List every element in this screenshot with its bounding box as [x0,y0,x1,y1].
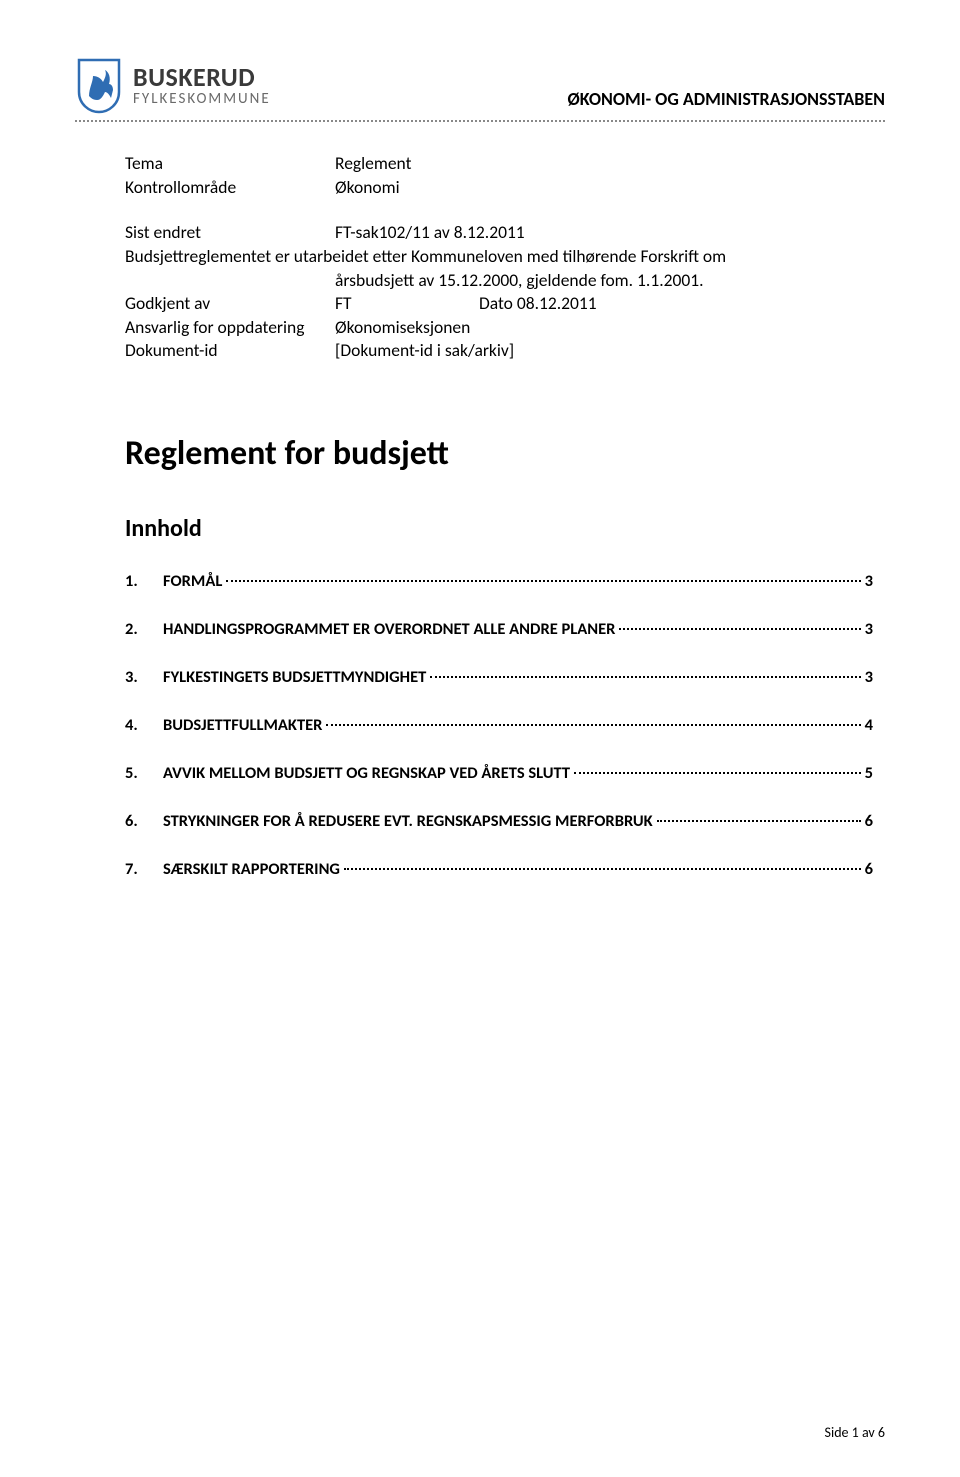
toc-page: 3 [865,571,873,591]
meta-note-line2: årsbudsjett av 15.12.2000, gjeldende fom… [335,269,855,293]
toc-leader [344,868,861,870]
toc-entry: 5. AVVIK MELLOM BUDSJETT OG REGNSKAP VED… [125,763,873,783]
meta-value-group: FT Dato 08.12.2011 [335,292,885,316]
header: BUSKERUD FYLKESKOMMUNE ØKONOMI- OG ADMIN… [75,58,885,114]
meta-value: Økonomi [335,176,400,200]
toc-entry: 3. FYLKESTINGETS BUDSJETTMYNDIGHET 3 [125,667,873,687]
meta-row-godkjent: Godkjent av FT Dato 08.12.2011 [125,292,885,316]
toc-num: 2. [125,619,163,639]
meta-value: FT-sak102/11 av 8.12.2011 [335,221,525,245]
toc-label: SÆRSKILT RAPPORTERING [163,859,340,879]
toc-entry: 6. STRYKNINGER FOR Å REDUSERE EVT. REGNS… [125,811,873,831]
toc-page: 5 [865,763,873,783]
page-footer: Side 1 av 6 [825,1424,885,1441]
toc-leader [574,772,861,774]
toc-label: STRYKNINGER FOR Å REDUSERE EVT. REGNSKAP… [163,811,653,831]
meta-label: Dokument-id [125,339,335,363]
toc-leader [619,628,860,630]
toc-entry: 4. BUDSJETTFULLMAKTER 4 [125,715,873,735]
meta-row-sistendret: Sist endret FT-sak102/11 av 8.12.2011 [125,221,885,245]
meta-row-ansvarlig: Ansvarlig for oppdatering Økonomiseksjon… [125,316,885,340]
meta-label: Sist endret [125,221,335,245]
logo-name: BUSKERUD [133,64,271,91]
toc-page: 4 [865,715,873,735]
meta-label: Ansvarlig for oppdatering [125,316,335,340]
meta-dato-label: Dato [479,292,513,314]
toc-page: 6 [865,859,873,879]
toc-num: 5. [125,763,163,783]
meta-block: Tema Reglement Kontrollområde Økonomi Si… [125,152,885,363]
meta-note-line1: Budsjettreglementet er utarbeidet etter … [125,245,885,269]
toc-label: BUDSJETTFULLMAKTER [163,715,322,735]
meta-value: FT [335,292,475,316]
toc-label: FORMÅL [163,571,222,591]
page-title: Reglement for budsjett [125,433,885,474]
toc-label: AVVIK MELLOM BUDSJETT OG REGNSKAP VED ÅR… [163,763,570,783]
toc-num: 1. [125,571,163,591]
toc-num: 3. [125,667,163,687]
toc-leader [326,724,860,726]
header-divider [75,120,885,122]
meta-value: Reglement [335,152,411,176]
toc-label: HANDLINGSPROGRAMMET ER OVERORDNET ALLE A… [163,619,615,639]
toc-entry: 1. FORMÅL 3 [125,571,873,591]
toc-page: 3 [865,667,873,687]
meta-label: Godkjent av [125,292,335,316]
toc-page: 6 [865,811,873,831]
toc-label: FYLKESTINGETS BUDSJETTMYNDIGHET [163,667,426,687]
toc-num: 4. [125,715,163,735]
toc: 1. FORMÅL 3 2. HANDLINGSPROGRAMMET ER OV… [125,571,873,879]
meta-row-kontroll: Kontrollområde Økonomi [125,176,885,200]
meta-label: Kontrollområde [125,176,335,200]
logo-text: BUSKERUD FYLKESKOMMUNE [133,64,271,107]
toc-entry: 2. HANDLINGSPROGRAMMET ER OVERORDNET ALL… [125,619,873,639]
shield-icon [75,58,123,114]
meta-value: [Dokument-id i sak/arkiv] [335,339,514,363]
logo-block: BUSKERUD FYLKESKOMMUNE [75,58,271,114]
meta-dato-value: 08.12.2011 [517,292,597,314]
toc-num: 6. [125,811,163,831]
toc-num: 7. [125,859,163,879]
toc-page: 3 [865,619,873,639]
department-heading: ØKONOMI- OG ADMINISTRASJONSSTABEN [568,88,885,114]
toc-leader [430,676,860,678]
logo-sub: FYLKESKOMMUNE [133,92,271,108]
toc-heading: Innhold [125,514,885,543]
toc-leader [657,820,861,822]
meta-label: Tema [125,152,335,176]
meta-row-tema: Tema Reglement [125,152,885,176]
meta-row-dokument: Dokument-id [Dokument-id i sak/arkiv] [125,339,885,363]
meta-value: Økonomiseksjonen [335,316,470,340]
toc-entry: 7. SÆRSKILT RAPPORTERING 6 [125,859,873,879]
toc-leader [226,580,860,582]
